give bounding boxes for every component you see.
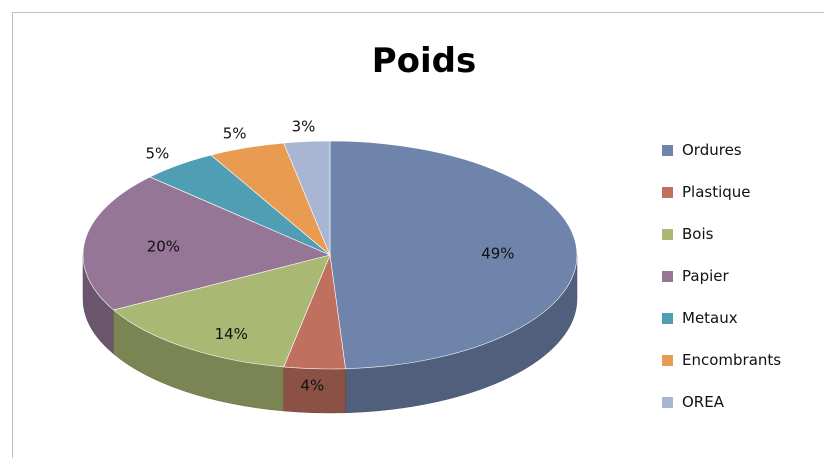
slice-orea [283,140,331,256]
legend-label-orea: OREA [682,393,725,411]
data-label-encombrants: 5% [223,125,247,143]
legend-label-papier: Papier [682,267,729,285]
legend-swatch-ordures [662,145,673,156]
data-label-metaux: 5% [146,144,170,162]
data-labels: 49% 4% 14% 20% 5% 5% 3% [146,118,515,395]
chart-title: Poids [372,41,477,81]
slice-bois [112,254,331,368]
data-label-orea: 3% [292,118,316,136]
data-label-ordures: 49% [481,245,514,263]
legend-label-plastique: Plastique [682,183,751,201]
data-label-papier: 20% [147,237,180,255]
legend-label-metaux: Metaux [682,309,738,327]
slice-ordures [329,140,578,370]
legend-swatch-orea [662,397,673,408]
data-label-bois: 14% [215,325,248,343]
legend-swatch-bois [662,229,673,240]
legend-label-ordures: Ordures [682,141,742,159]
chart-frame [12,12,824,458]
legend-swatch-metaux [662,313,673,324]
legend-label-bois: Bois [682,225,714,243]
legend-swatch-papier [662,271,673,282]
pie-slices [82,140,578,414]
legend-swatch-encombrants [662,355,673,366]
data-label-plastique: 4% [300,377,324,395]
legend: Ordures Plastique Bois Papier Metaux Encombra… [662,141,781,411]
legend-swatch-plastique [662,187,673,198]
slice-papier [82,176,331,311]
legend-label-encombrants: Encombrants [682,351,781,369]
